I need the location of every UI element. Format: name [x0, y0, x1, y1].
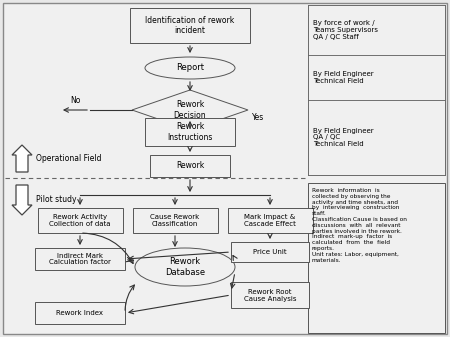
Text: By force of work /
Teams Supervisors
QA / QC Staff: By force of work / Teams Supervisors QA … — [313, 20, 378, 40]
FancyBboxPatch shape — [132, 208, 217, 233]
FancyBboxPatch shape — [3, 3, 447, 334]
FancyBboxPatch shape — [228, 208, 312, 233]
Polygon shape — [12, 145, 32, 172]
Text: By Field Engineer
QA / QC
Technical Field: By Field Engineer QA / QC Technical Fiel… — [313, 127, 374, 148]
FancyBboxPatch shape — [308, 5, 445, 55]
FancyBboxPatch shape — [308, 5, 445, 175]
FancyBboxPatch shape — [308, 55, 445, 100]
FancyBboxPatch shape — [231, 242, 309, 262]
Ellipse shape — [145, 57, 235, 79]
Text: Rework Root
Cause Analysis: Rework Root Cause Analysis — [244, 288, 296, 302]
FancyBboxPatch shape — [37, 208, 122, 233]
Text: Rework  information  is
collected by observing the
activity and time sheets, and: Rework information is collected by obser… — [312, 188, 407, 263]
FancyBboxPatch shape — [231, 282, 309, 308]
Text: Mark Impact &
Cascade Effect: Mark Impact & Cascade Effect — [244, 214, 296, 227]
FancyBboxPatch shape — [150, 155, 230, 177]
Text: Identification of rework
incident: Identification of rework incident — [145, 16, 234, 35]
Polygon shape — [12, 185, 32, 215]
Text: Rework Activity
Collection of data: Rework Activity Collection of data — [49, 214, 111, 227]
FancyBboxPatch shape — [35, 302, 125, 324]
Text: Indirect Mark
Calculation factor: Indirect Mark Calculation factor — [49, 252, 111, 266]
Text: Cause Rework
Classification: Cause Rework Classification — [150, 214, 200, 227]
FancyBboxPatch shape — [130, 8, 250, 43]
Ellipse shape — [135, 248, 235, 286]
Text: Rework: Rework — [176, 161, 204, 171]
Text: By Field Engineer
Technical Field: By Field Engineer Technical Field — [313, 71, 374, 84]
FancyBboxPatch shape — [35, 248, 125, 270]
Text: Rework Index: Rework Index — [57, 310, 104, 316]
Text: Yes: Yes — [252, 114, 264, 123]
Text: Pilot study: Pilot study — [36, 195, 76, 205]
Polygon shape — [132, 90, 248, 130]
Text: Rework
Decision: Rework Decision — [174, 100, 206, 120]
FancyBboxPatch shape — [308, 183, 445, 333]
FancyBboxPatch shape — [308, 100, 445, 175]
Text: Report: Report — [176, 63, 204, 72]
Text: Operational Field: Operational Field — [36, 154, 102, 163]
Text: Rework
Instructions: Rework Instructions — [167, 122, 213, 142]
FancyBboxPatch shape — [145, 118, 235, 146]
Text: Price Unit: Price Unit — [253, 249, 287, 255]
Text: No: No — [70, 96, 80, 105]
Text: Rework
Database: Rework Database — [165, 257, 205, 277]
